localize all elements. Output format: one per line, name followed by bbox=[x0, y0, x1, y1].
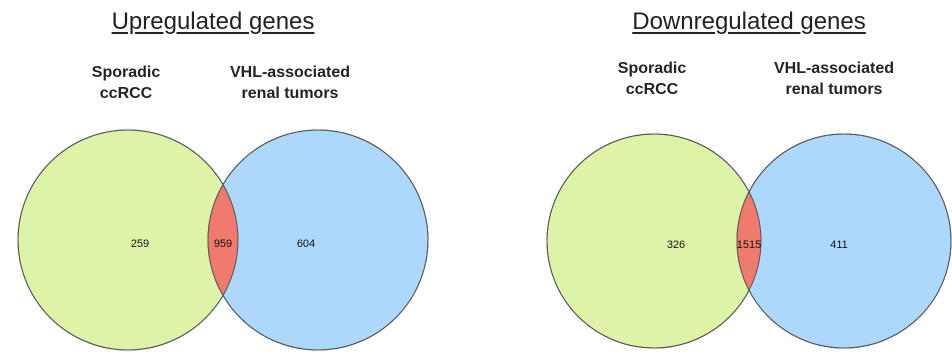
set-b-outline bbox=[736, 133, 952, 349]
set-b-label-line1: VHL-associated bbox=[773, 60, 895, 77]
overlap-count: 1515 bbox=[737, 239, 761, 251]
set-a-label-line1: Sporadic bbox=[91, 64, 161, 81]
set-b-outline bbox=[207, 129, 429, 351]
set-a-circle bbox=[546, 133, 762, 349]
venn-upregulated: Upregulated genes Sporadic ccRCC VHL-ass… bbox=[17, 8, 429, 351]
only-a-count: 326 bbox=[667, 239, 685, 251]
set-b-circle bbox=[207, 129, 429, 351]
set-a-outline bbox=[17, 129, 239, 351]
set-a-label: Sporadic ccRCC bbox=[92, 62, 160, 104]
set-b-label: VHL-associated renal tumors bbox=[774, 58, 894, 100]
set-a-label-line2: ccRCC bbox=[99, 85, 153, 102]
venn-title: Downregulated genes bbox=[632, 8, 866, 35]
set-b-label-line2: renal tumors bbox=[241, 85, 339, 102]
only-b-count: 604 bbox=[297, 238, 315, 250]
overlap-count: 959 bbox=[214, 238, 232, 250]
venn-title: Upregulated genes bbox=[111, 8, 315, 35]
set-b-label-line1: VHL-associated bbox=[229, 64, 351, 81]
venn-downregulated: Downregulated genes Sporadic ccRCC VHL-a… bbox=[476, 0, 952, 356]
set-b-label: VHL-associated renal tumors bbox=[230, 62, 350, 104]
only-a-count: 259 bbox=[131, 238, 149, 250]
set-a-outline bbox=[546, 133, 762, 349]
set-a-label-line1: Sporadic bbox=[617, 60, 687, 77]
set-a-label-line2: ccRCC bbox=[625, 81, 679, 98]
only-b-count: 411 bbox=[830, 239, 848, 251]
venn-diagram: 259 959 604 bbox=[17, 129, 429, 351]
set-a-circle bbox=[17, 129, 239, 351]
set-a-label: Sporadic ccRCC bbox=[618, 58, 686, 100]
set-b-label-line2: renal tumors bbox=[785, 81, 883, 98]
venn-diagram: 326 1515 411 bbox=[546, 133, 952, 349]
